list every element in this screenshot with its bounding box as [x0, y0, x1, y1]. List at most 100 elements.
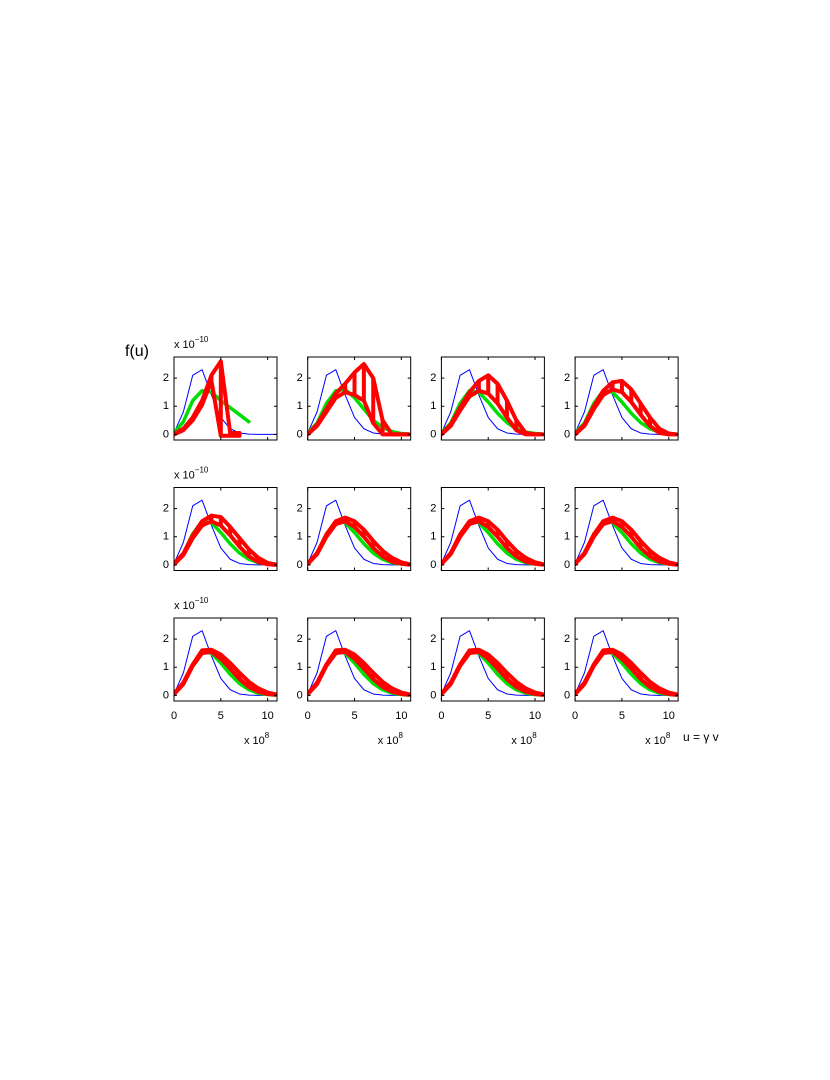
series-line [307, 499, 410, 566]
multiplier-exponent: −10 [195, 596, 209, 605]
x-tick-label: 5 [619, 710, 625, 722]
y-tick-label: 2 [430, 372, 436, 384]
plot-area [307, 362, 411, 437]
x-tick-label: 10 [663, 710, 675, 722]
y-tick-label: 1 [297, 531, 303, 543]
subplot: 0 1 2 x 10−10 [163, 466, 278, 571]
multiplier-exponent: 8 [532, 731, 537, 740]
y-tick-label: 0 [163, 559, 169, 571]
band-high [575, 378, 679, 437]
y-tick-label: 1 [564, 400, 570, 412]
y-tick-label: 1 [163, 400, 169, 412]
subplot: 0 1 2 x 10−10 [163, 335, 278, 441]
x-tick-label: 0 [171, 710, 177, 722]
axes-frame [440, 356, 545, 441]
y-tick-label: 2 [297, 633, 303, 645]
multiplier-base: x 10 [174, 469, 195, 481]
axes-frame [173, 617, 278, 702]
subplot: 0 1 2 0 5 10 x 108 [564, 617, 679, 747]
subplot: 0 1 2 [297, 356, 412, 441]
plot-area [575, 499, 679, 567]
multiplier-exponent: −10 [195, 466, 209, 475]
x-tick-label: 5 [218, 710, 224, 722]
y-tick-label: 2 [564, 372, 570, 384]
y-tick-label: 2 [163, 503, 169, 515]
band-high [307, 362, 411, 437]
x-tick-label: 0 [438, 710, 444, 722]
axes-frame [307, 356, 412, 441]
multiplier: x 108 [645, 731, 671, 747]
y-axis-label: f(u) [125, 343, 149, 360]
plot-area [174, 630, 277, 697]
multiplier-base: x 10 [174, 339, 195, 351]
multiplier: x 108 [511, 731, 537, 747]
band-high [575, 515, 679, 567]
axes-frame [307, 487, 412, 571]
plot-area [307, 499, 411, 567]
y-tick-label: 1 [163, 531, 169, 543]
x-tick-label: 5 [485, 710, 491, 722]
y-tick-label: 2 [430, 503, 436, 515]
y-tick-label: 0 [564, 428, 570, 440]
axes-frame [574, 487, 679, 571]
series-line [575, 369, 677, 435]
multiplier-base: x 10 [378, 735, 399, 747]
y-tick-label: 1 [430, 400, 436, 412]
y-tick-label: 1 [564, 531, 570, 543]
band-high [441, 373, 545, 437]
y-tick-label: 0 [297, 559, 303, 571]
y-tick-label: 2 [430, 633, 436, 645]
plot-area [441, 499, 545, 567]
multiplier-base: x 10 [174, 600, 195, 612]
multiplier: x 108 [244, 731, 270, 747]
band-high [575, 647, 679, 697]
x-tick-label: 0 [305, 710, 311, 722]
plot-area [441, 369, 545, 437]
series-line [174, 630, 276, 696]
y-tick-label: 0 [430, 428, 436, 440]
plot-area [174, 359, 276, 438]
multiplier-base: x 10 [244, 735, 265, 747]
x-tick-label: 0 [572, 710, 578, 722]
multiplier-base: x 10 [511, 735, 532, 747]
multiplier: x 10−10 [174, 466, 209, 482]
series-line [174, 499, 276, 566]
multiplier: x 10−10 [174, 596, 209, 612]
y-tick-label: 2 [163, 372, 169, 384]
plot-area [307, 630, 411, 697]
plot-area [174, 499, 277, 567]
band-high [307, 515, 411, 567]
axes-frame [307, 617, 412, 702]
y-tick-label: 0 [163, 689, 169, 701]
x-tick-label: 10 [529, 710, 541, 722]
series-line [575, 630, 677, 696]
band-high [441, 647, 545, 697]
y-tick-label: 0 [297, 428, 303, 440]
series-line [441, 499, 544, 566]
y-tick-label: 2 [564, 503, 570, 515]
y-tick-label: 1 [430, 531, 436, 543]
subplot: 0 1 2 [297, 487, 412, 571]
x-tick-label: 5 [351, 710, 357, 722]
series-line [174, 369, 276, 435]
subplot: 0 1 2 0 5 10 x 108 [297, 617, 412, 747]
axes-frame [173, 356, 278, 441]
band-high [441, 515, 545, 567]
y-tick-label: 2 [163, 633, 169, 645]
x-axis-label: u = γ v [683, 730, 719, 744]
y-tick-label: 0 [564, 559, 570, 571]
plot-area [575, 630, 679, 697]
series-line [575, 499, 677, 566]
multiplier-base: x 10 [645, 735, 666, 747]
y-tick-label: 0 [430, 689, 436, 701]
series-line [307, 387, 411, 436]
subplot: 0 1 2 [430, 356, 545, 441]
subplot: 0 1 2 [430, 487, 545, 571]
multiplier-exponent: 8 [265, 731, 270, 740]
y-tick-label: 1 [297, 400, 303, 412]
plot-area [441, 630, 545, 697]
x-tick-label: 10 [395, 710, 407, 722]
band-high [174, 359, 242, 437]
